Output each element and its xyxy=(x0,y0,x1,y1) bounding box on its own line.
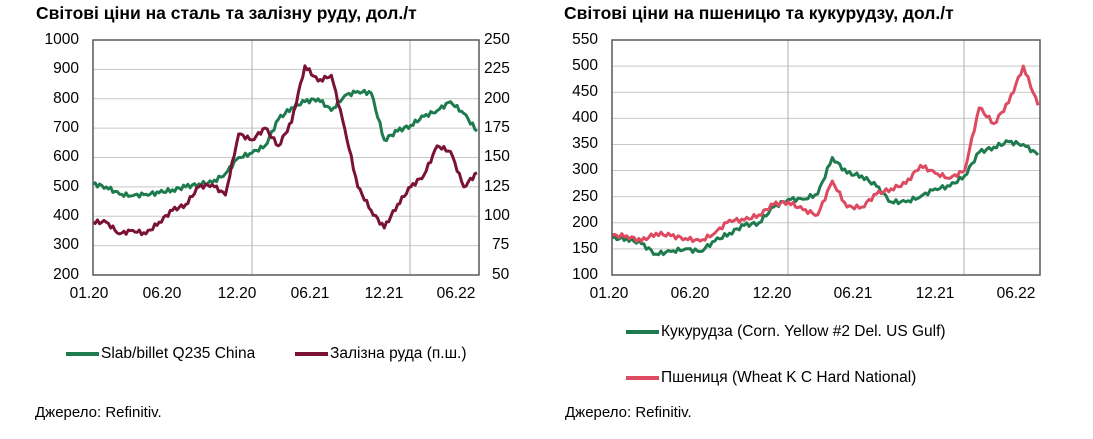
right-source-note: Джерело: Refinitiv. xyxy=(565,404,692,421)
left-source-note: Джерело: Refinitiv. xyxy=(35,404,162,421)
legend-label: Кукурудза (Corn. Yellow #2 Del. US Gulf) xyxy=(661,323,946,340)
legend-line-icon xyxy=(626,376,659,380)
series-line xyxy=(611,139,1040,257)
plot-frame xyxy=(611,39,1041,276)
y-tick: 400 xyxy=(53,207,79,224)
y-tick: 250 xyxy=(572,188,598,205)
y-tick: 500 xyxy=(572,57,598,74)
y-tick: 1000 xyxy=(44,31,79,48)
y-tick-right: 75 xyxy=(492,236,510,253)
y-tick: 150 xyxy=(572,240,598,257)
y-tick: 350 xyxy=(572,135,598,152)
y-tick-right: 125 xyxy=(484,178,510,195)
y-tick-right: 150 xyxy=(484,148,510,165)
y-tick: 450 xyxy=(572,83,598,100)
series-line xyxy=(92,64,478,237)
y-tick: 300 xyxy=(53,236,79,253)
y-tick-right: 50 xyxy=(492,266,510,283)
legend-label: Залізна руда (п.ш.) xyxy=(330,345,467,362)
x-tick: 06.22 xyxy=(996,285,1036,302)
x-tick: 06.20 xyxy=(142,285,182,302)
x-tick: 01.20 xyxy=(69,285,109,302)
y-tick: 200 xyxy=(572,214,598,231)
y-tick: 600 xyxy=(53,148,79,165)
y-tick: 550 xyxy=(572,31,598,48)
y-tick-right: 100 xyxy=(484,207,510,224)
x-tick: 12.21 xyxy=(915,285,955,302)
y-tick: 700 xyxy=(53,119,79,136)
legend-line-icon xyxy=(295,352,328,356)
right-legend-item-wheat: Пшениця (Wheat K C Hard National) xyxy=(626,369,916,387)
y-tick-right: 200 xyxy=(484,90,510,107)
legend-line-icon xyxy=(626,330,659,334)
x-tick: 06.21 xyxy=(290,285,330,302)
x-tick: 12.21 xyxy=(364,285,404,302)
plot-frame xyxy=(92,39,480,276)
x-tick: 12.20 xyxy=(752,285,792,302)
x-tick: 06.21 xyxy=(833,285,873,302)
series-line xyxy=(611,64,1040,244)
y-tick: 100 xyxy=(572,266,598,283)
legend-label: Пшениця (Wheat K C Hard National) xyxy=(661,369,917,386)
y-tick: 800 xyxy=(53,90,79,107)
left-chart-title: Світові ціни на сталь та залізну руду, д… xyxy=(36,3,417,23)
y-tick-right: 250 xyxy=(484,31,510,48)
x-tick: 01.20 xyxy=(589,285,629,302)
y-tick-right: 225 xyxy=(484,60,510,77)
x-tick: 06.22 xyxy=(436,285,476,302)
left-legend-item-slab: Slab/billet Q235 China xyxy=(66,345,255,363)
legend-line-icon xyxy=(66,352,99,356)
y-tick: 500 xyxy=(53,178,79,195)
left-legend-item-iron-ore: Залізна руда (п.ш.) xyxy=(295,345,466,363)
y-tick-right: 175 xyxy=(484,119,510,136)
legend-label: Slab/billet Q235 China xyxy=(101,345,256,362)
right-legend-item-corn: Кукурудза (Corn. Yellow #2 Del. US Gulf) xyxy=(626,323,946,341)
y-tick: 200 xyxy=(53,266,79,283)
x-tick: 12.20 xyxy=(217,285,257,302)
right-chart-title: Світові ціни на пшеницю та кукурудзу, до… xyxy=(564,3,954,23)
y-tick: 900 xyxy=(53,60,79,77)
y-tick: 400 xyxy=(572,109,598,126)
x-tick: 06.20 xyxy=(670,285,710,302)
y-tick: 300 xyxy=(572,161,598,178)
series-line xyxy=(92,88,478,199)
